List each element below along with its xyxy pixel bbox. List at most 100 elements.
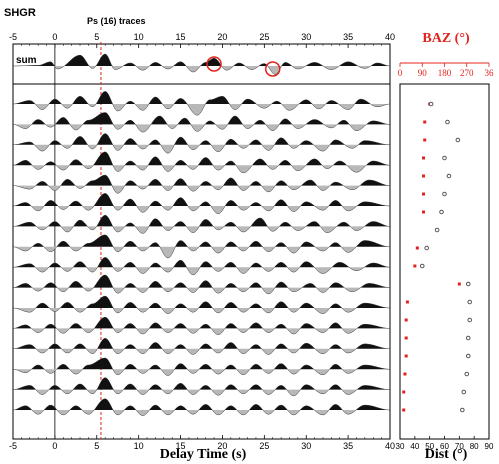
trace-outline (12, 214, 391, 234)
baz-point (403, 372, 407, 376)
x-tick-label-top: 0 (52, 32, 57, 42)
dist-point (424, 245, 430, 251)
trace-12 (12, 316, 391, 335)
x-tick-label-top: 30 (301, 32, 311, 42)
dist-tick-label: 40 (410, 442, 419, 451)
trace-negative-fill (13, 104, 390, 116)
trace-9 (12, 257, 391, 276)
baz-point (402, 390, 406, 394)
trace-positive-fill (13, 234, 390, 247)
dist-axis-label: Dist (°) (425, 447, 468, 462)
x-tick-label-bottom: 15 (176, 441, 186, 451)
baz-point (404, 318, 408, 322)
dist-tick-label: 50 (425, 442, 434, 451)
trace-negative-fill (13, 369, 390, 376)
x-tick-label-top: 10 (134, 32, 144, 42)
x-axis-bottom: -5 0 5 10 15 20 25 30 35 40 (9, 435, 395, 451)
x-tick-label-top: 40 (385, 32, 395, 42)
trace-2 (12, 112, 391, 133)
highlight-circle (264, 61, 281, 77)
highlight-circle (206, 56, 222, 72)
dist-tick-label: 90 (485, 442, 494, 451)
trace-positive-fill (13, 151, 390, 166)
trace-outline (12, 53, 391, 75)
trace-7 (12, 214, 391, 234)
trace-13 (12, 338, 391, 355)
trace-outline (12, 133, 391, 154)
trace-negative-fill (13, 328, 390, 335)
trace-10 (12, 274, 391, 295)
trace-4 (12, 151, 391, 174)
trace-negative-fill (13, 165, 390, 173)
trace-outline (12, 174, 391, 194)
dist-point (465, 335, 471, 341)
dist-point (439, 209, 444, 215)
baz-title: BAZ (°) (422, 31, 470, 46)
trace-negative-fill (13, 348, 390, 355)
trace-stack (12, 91, 391, 416)
trace-14 (12, 357, 391, 376)
trace-outline (12, 151, 391, 174)
trace-outline (12, 357, 391, 376)
trace-positive-fill (13, 133, 390, 145)
trace-negative-fill (13, 66, 390, 75)
sum-waveform (12, 53, 391, 75)
baz-point (421, 156, 425, 160)
x-tick-label-top: 5 (94, 32, 99, 42)
trace-negative-fill (13, 308, 390, 314)
baz-point (421, 192, 425, 196)
trace-outline (12, 274, 391, 295)
trace-outline (12, 234, 391, 259)
baz-axis: 0 90 180 270 36 (398, 62, 494, 78)
station-name: SHGR (4, 7, 36, 19)
trace-negative-fill (13, 410, 390, 416)
dist-point (455, 137, 461, 143)
trace-positive-fill (13, 112, 390, 125)
trace-outline (12, 377, 391, 397)
trace-positive-fill (13, 175, 390, 186)
trace-outline (12, 316, 391, 335)
dist-point (465, 281, 471, 287)
baz-point (457, 282, 461, 286)
trace-outline (12, 91, 391, 116)
x-tick-label-bottom: 10 (134, 441, 144, 451)
trace-outline (12, 295, 391, 314)
x-axis-top: -5 0 5 10 15 20 25 30 35 40 (9, 32, 395, 48)
dist-point (461, 389, 467, 395)
dist-point (467, 299, 473, 305)
dist-point (442, 155, 447, 161)
dist-point (434, 227, 440, 233)
dist-point (442, 191, 447, 197)
baz-point (421, 210, 425, 214)
trace-positive-fill (13, 338, 390, 349)
baz-tick-label: 0 (398, 68, 403, 78)
trace-positive-fill (13, 257, 390, 268)
x-tick-label-top: 15 (176, 32, 186, 42)
x-tick-label-top: 20 (217, 32, 227, 42)
trace-positive-fill (13, 317, 390, 329)
trace-outline (12, 338, 391, 355)
trace-negative-fill (13, 226, 390, 234)
x-tick-label-bottom: 40 (385, 441, 395, 451)
highlighted-peaks (206, 56, 281, 77)
trace-negative-fill (13, 185, 390, 194)
baz-point (404, 336, 408, 340)
trace-11 (12, 295, 391, 314)
x-tick-label-top: 25 (259, 32, 269, 42)
trace-negative-fill (13, 389, 390, 396)
trace-outline (12, 257, 391, 276)
dist-point (460, 407, 465, 413)
baz-point (423, 138, 427, 142)
trace-negative-fill (13, 246, 390, 258)
dist-point (428, 101, 434, 107)
trace-negative-fill (13, 287, 390, 294)
dist-point (465, 353, 471, 359)
trace-negative-fill (13, 144, 390, 154)
dist-point (445, 119, 450, 125)
dist-tick-label: 80 (470, 442, 479, 451)
x-tick-label-top: -5 (9, 32, 17, 42)
trace-positive-fill (13, 54, 390, 66)
trace-negative-fill (13, 267, 390, 275)
dist-tick-label: 70 (455, 442, 464, 451)
